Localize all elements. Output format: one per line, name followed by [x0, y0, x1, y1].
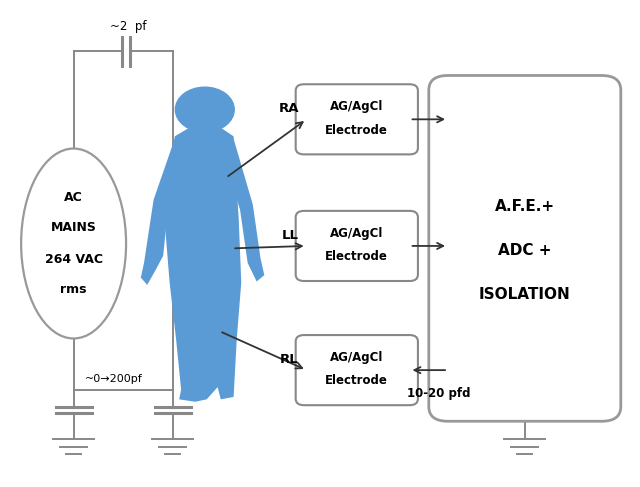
Text: 10-20 pfd: 10-20 pfd — [407, 387, 470, 400]
Text: AG/AgCl: AG/AgCl — [330, 227, 383, 240]
Text: LL: LL — [282, 229, 299, 242]
Text: A.F.E.+: A.F.E.+ — [495, 200, 555, 214]
Text: AC: AC — [64, 191, 83, 204]
FancyBboxPatch shape — [296, 335, 418, 405]
Text: ~2  pf: ~2 pf — [109, 19, 147, 33]
Text: AG/AgCl: AG/AgCl — [330, 100, 383, 113]
Circle shape — [175, 87, 234, 132]
FancyBboxPatch shape — [296, 84, 418, 154]
Polygon shape — [141, 139, 188, 285]
Text: RL: RL — [280, 353, 299, 366]
Text: 264 VAC: 264 VAC — [45, 253, 102, 265]
Text: ISOLATION: ISOLATION — [479, 287, 571, 302]
Text: ~0→200pf: ~0→200pf — [85, 374, 143, 384]
Ellipse shape — [21, 149, 126, 338]
Polygon shape — [164, 124, 241, 402]
Text: AG/AgCl: AG/AgCl — [330, 351, 383, 364]
Polygon shape — [220, 139, 264, 281]
Text: rms: rms — [60, 283, 87, 296]
Text: Electrode: Electrode — [325, 375, 388, 387]
Text: ADC +: ADC + — [498, 244, 552, 258]
FancyBboxPatch shape — [296, 211, 418, 281]
Text: RA: RA — [278, 102, 299, 115]
Text: Electrode: Electrode — [325, 124, 388, 136]
FancyBboxPatch shape — [429, 75, 621, 421]
Text: Electrode: Electrode — [325, 250, 388, 263]
Text: MAINS: MAINS — [51, 222, 97, 234]
